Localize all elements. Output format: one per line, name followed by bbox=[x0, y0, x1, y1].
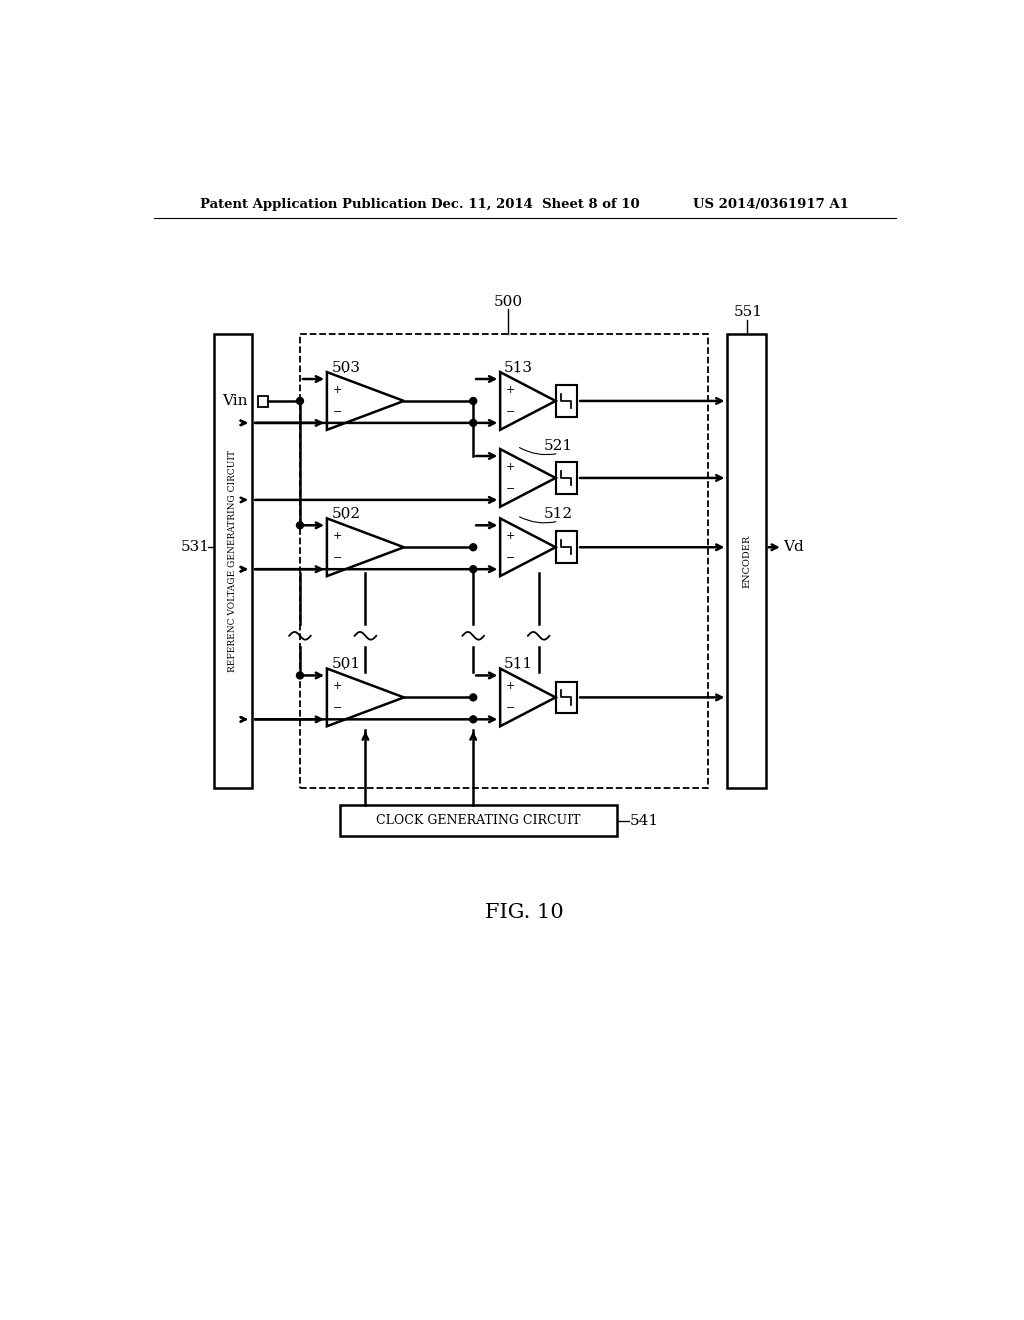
Text: REFERENC VOLTAGE GENERATRING CIRCUIT: REFERENC VOLTAGE GENERATRING CIRCUIT bbox=[228, 450, 238, 672]
Text: 501: 501 bbox=[332, 657, 360, 672]
Text: CLOCK GENERATING CIRCUIT: CLOCK GENERATING CIRCUIT bbox=[377, 814, 581, 828]
Text: Patent Application Publication: Patent Application Publication bbox=[200, 198, 427, 211]
Text: Vd: Vd bbox=[783, 540, 804, 554]
Bar bbox=[300, 334, 708, 788]
Bar bbox=[214, 334, 252, 788]
Text: 513: 513 bbox=[504, 360, 534, 375]
Text: 512: 512 bbox=[544, 507, 573, 521]
Text: −: − bbox=[333, 407, 342, 417]
Text: +: + bbox=[506, 681, 516, 692]
Text: −: − bbox=[506, 704, 516, 713]
Circle shape bbox=[470, 397, 477, 404]
Text: 511: 511 bbox=[504, 657, 534, 672]
Circle shape bbox=[470, 715, 477, 723]
Text: −: − bbox=[506, 553, 516, 564]
Circle shape bbox=[297, 521, 303, 529]
Bar bbox=[340, 805, 617, 836]
Text: 502: 502 bbox=[332, 507, 360, 521]
Bar bbox=[727, 334, 766, 788]
Text: Vin: Vin bbox=[222, 393, 248, 408]
Bar bbox=[556, 681, 578, 713]
Text: +: + bbox=[333, 681, 342, 692]
Text: ENCODER: ENCODER bbox=[742, 535, 751, 587]
Text: 541: 541 bbox=[630, 813, 658, 828]
Circle shape bbox=[470, 544, 477, 550]
Bar bbox=[258, 396, 267, 407]
Circle shape bbox=[470, 420, 477, 426]
Text: −: − bbox=[333, 704, 342, 713]
Bar bbox=[556, 385, 578, 417]
Text: 521: 521 bbox=[544, 440, 573, 453]
Bar bbox=[556, 532, 578, 564]
Text: −: − bbox=[506, 484, 516, 494]
Text: −: − bbox=[333, 553, 342, 564]
Text: −: − bbox=[506, 407, 516, 417]
Text: +: + bbox=[333, 531, 342, 541]
Text: 531: 531 bbox=[181, 540, 210, 554]
Text: 551: 551 bbox=[733, 305, 763, 319]
Text: +: + bbox=[506, 462, 516, 473]
Text: +: + bbox=[506, 385, 516, 395]
Bar bbox=[556, 462, 578, 494]
Text: Dec. 11, 2014  Sheet 8 of 10: Dec. 11, 2014 Sheet 8 of 10 bbox=[431, 198, 639, 211]
Text: FIG. 10: FIG. 10 bbox=[485, 903, 564, 923]
Circle shape bbox=[470, 566, 477, 573]
Circle shape bbox=[297, 397, 303, 404]
Text: 500: 500 bbox=[494, 294, 522, 309]
Circle shape bbox=[297, 672, 303, 678]
Text: 503: 503 bbox=[332, 360, 360, 375]
Text: +: + bbox=[506, 531, 516, 541]
Text: +: + bbox=[333, 385, 342, 395]
Text: US 2014/0361917 A1: US 2014/0361917 A1 bbox=[692, 198, 849, 211]
Circle shape bbox=[470, 694, 477, 701]
